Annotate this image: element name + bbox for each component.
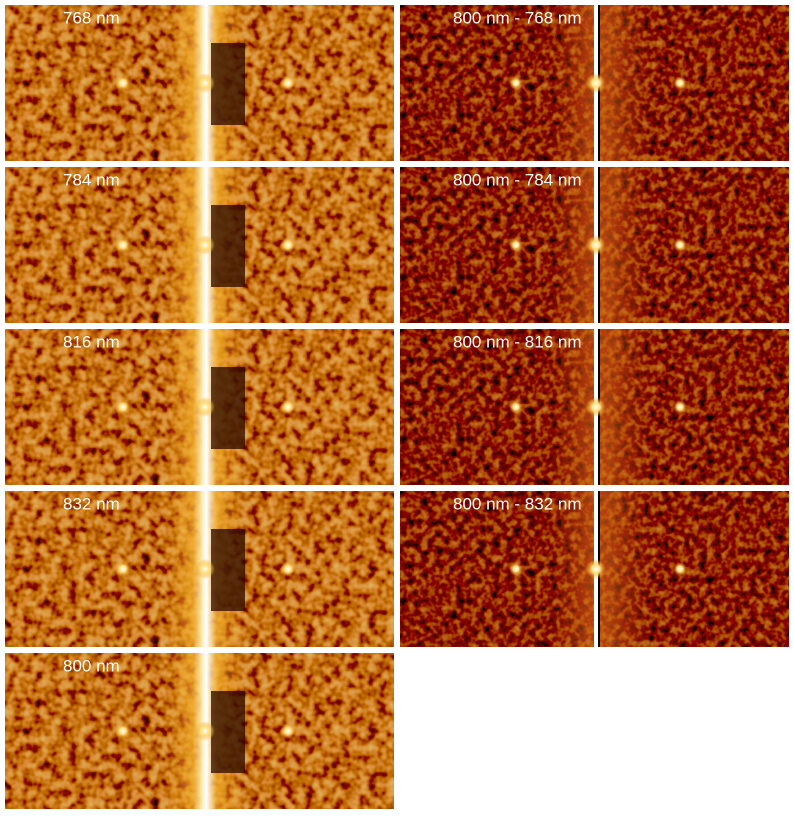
spot xyxy=(586,559,606,579)
spot xyxy=(195,73,215,93)
spot xyxy=(115,237,131,253)
dark-region xyxy=(211,367,245,449)
image-panel: 832 nm xyxy=(5,491,394,647)
spot xyxy=(195,559,215,579)
spot xyxy=(280,237,296,253)
panel-label: 784 nm xyxy=(63,170,120,189)
panel-label: 768 nm xyxy=(63,8,120,27)
image-panel: 800 nm - 768 nm xyxy=(400,5,789,161)
spot xyxy=(673,400,687,414)
image-panel: 784 nm xyxy=(5,167,394,323)
panel-label: 800 nm xyxy=(63,656,120,675)
dark-region xyxy=(211,529,245,611)
spot xyxy=(280,723,296,739)
image-panel: 800 nm - 784 nm xyxy=(400,167,789,323)
panel-label: 800 nm - 784 nm xyxy=(453,170,582,189)
spot xyxy=(673,238,687,252)
dark-region xyxy=(211,691,245,773)
spot xyxy=(586,235,606,255)
spot xyxy=(115,399,131,415)
spot xyxy=(195,397,215,417)
panel-label: 800 nm - 768 nm xyxy=(453,8,582,27)
spot xyxy=(195,721,215,741)
spot xyxy=(115,75,131,91)
spot xyxy=(280,561,296,577)
spot xyxy=(195,235,215,255)
image-panel: 816 nm xyxy=(5,329,394,485)
spot xyxy=(115,723,131,739)
spot xyxy=(509,400,523,414)
panel-label: 800 nm - 816 nm xyxy=(453,332,582,351)
image-panel: 800 nm - 816 nm xyxy=(400,329,789,485)
spot xyxy=(115,561,131,577)
panel-label: 816 nm xyxy=(63,332,120,351)
panel-label: 800 nm - 832 nm xyxy=(453,494,582,513)
dark-region xyxy=(211,43,245,125)
image-panel: 800 nm - 832 nm xyxy=(400,491,789,647)
image-panel: 800 nm xyxy=(5,653,394,809)
spot xyxy=(509,238,523,252)
spot xyxy=(509,562,523,576)
panel-label: 832 nm xyxy=(63,494,120,513)
spot xyxy=(586,397,606,417)
spot xyxy=(509,76,523,90)
spot xyxy=(280,75,296,91)
dark-region xyxy=(211,205,245,287)
spot xyxy=(586,73,606,93)
spot xyxy=(673,76,687,90)
image-panel: 768 nm xyxy=(5,5,394,161)
spot xyxy=(280,399,296,415)
spot xyxy=(673,562,687,576)
